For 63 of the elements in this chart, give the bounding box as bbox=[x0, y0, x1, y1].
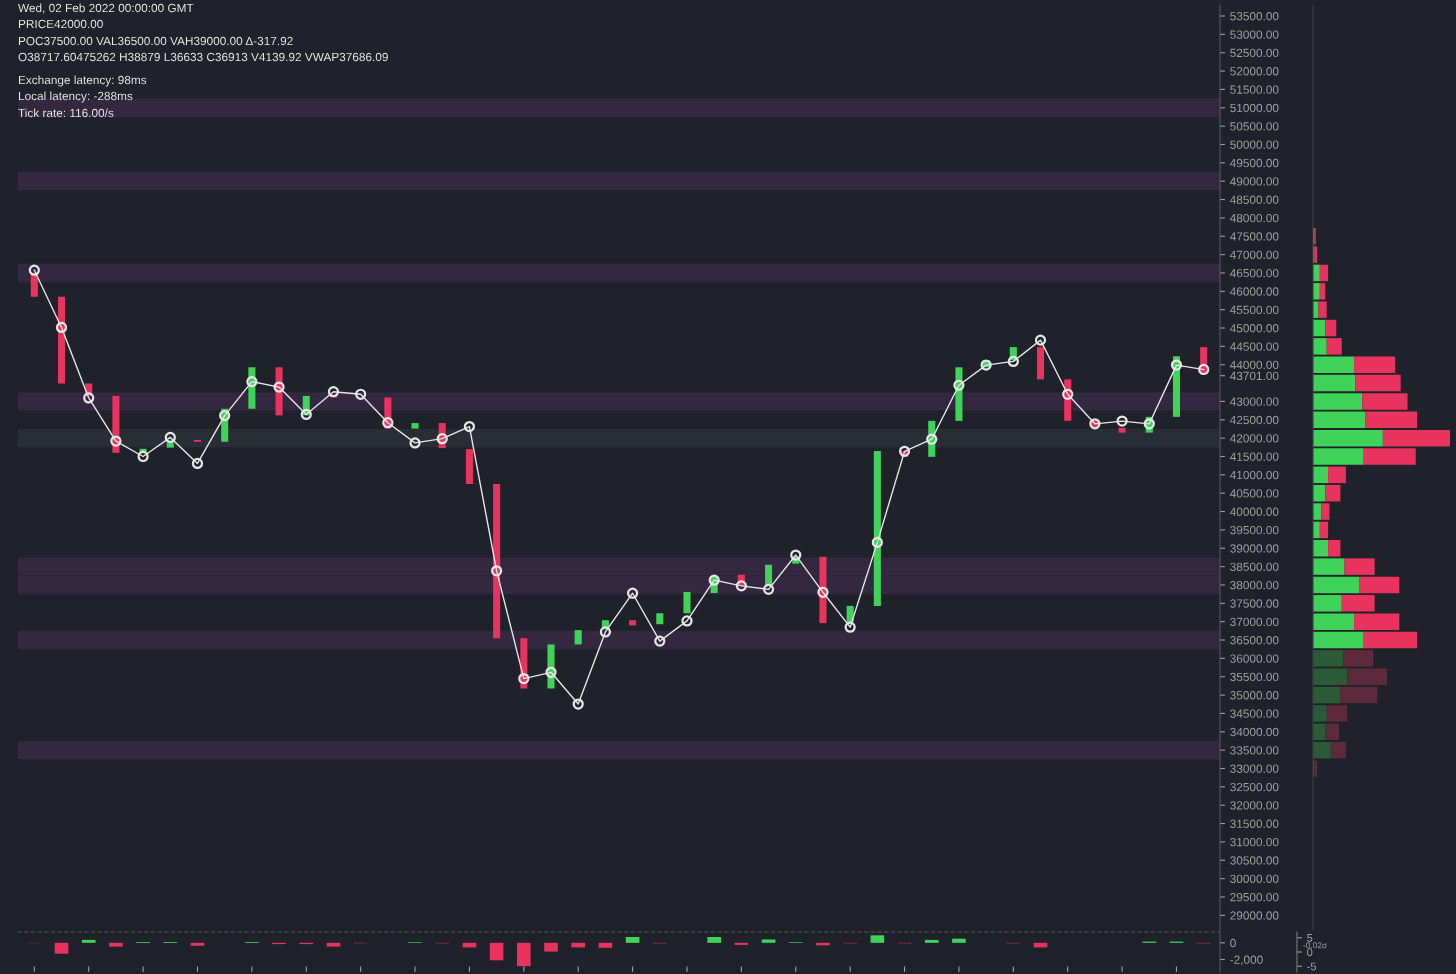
y-tick-label: 53500.00 bbox=[1230, 12, 1279, 21]
y-tick-label: 30000.00 bbox=[1230, 874, 1279, 884]
y-tick-label: 34000.00 bbox=[1230, 727, 1279, 737]
text: -0.02σ bbox=[1303, 942, 1328, 949]
y-tick-label: 39500.00 bbox=[1230, 525, 1279, 535]
y-tick-label: 35500.00 bbox=[1230, 672, 1279, 682]
y-tick-label: 48500.00 bbox=[1229, 195, 1279, 204]
y-tick-label: 39000.00 bbox=[1230, 544, 1279, 553]
y-tick-label: 52000.00 bbox=[1230, 67, 1279, 76]
y-tick-label: 51500.00 bbox=[1230, 85, 1279, 94]
y-tick-label: 36500.00 bbox=[1230, 636, 1279, 645]
y-tick-label: 32000.00 bbox=[1230, 801, 1279, 810]
y-tick-label: 38000.00 bbox=[1230, 580, 1279, 590]
y-tick-label: 51000.00 bbox=[1230, 103, 1279, 113]
y-tick-label: 50000.00 bbox=[1230, 140, 1279, 149]
y-tick-label: 40500.00 bbox=[1229, 489, 1279, 498]
y-tick-label: 36000.00 bbox=[1230, 654, 1279, 663]
y-tick-label: 46000.00 bbox=[1229, 287, 1279, 296]
y-tick-label: 49000.00 bbox=[1229, 177, 1279, 186]
y-tick-label: 0 bbox=[1230, 938, 1236, 948]
y-tick-label: 49500.00 bbox=[1229, 158, 1279, 168]
y-tick-label: 46500.00 bbox=[1229, 268, 1279, 278]
annotation: Exchange latency: 98ms bbox=[18, 75, 147, 87]
y-tick-label: 37000.00 bbox=[1230, 617, 1279, 627]
y-tick-label: 43000.00 bbox=[1229, 397, 1279, 406]
y-tick-label: 38500.00 bbox=[1230, 562, 1279, 571]
annotation: Tick rate: 116.00/s bbox=[18, 108, 114, 118]
y-tick-label: 47500.00 bbox=[1229, 232, 1279, 241]
y2-tick-label: -5 bbox=[1307, 962, 1317, 971]
y-tick-label: 44500.00 bbox=[1229, 342, 1279, 351]
y-tick-label: 44000.00 bbox=[1229, 360, 1279, 370]
y-tick-label: -2,000 bbox=[1230, 955, 1263, 966]
y2-tick-label: 0 bbox=[1307, 948, 1313, 957]
y-tick-label: 47000.00 bbox=[1229, 250, 1279, 259]
annotation: Local latency: -288ms bbox=[18, 91, 133, 103]
y-tick-label: 52500.00 bbox=[1230, 48, 1279, 58]
chart-title: Wed, 02 Feb 2022 00:00:00 GMT bbox=[18, 3, 194, 14]
y-tick-label: 32500.00 bbox=[1230, 782, 1279, 792]
y-tick-label: 37500.00 bbox=[1230, 599, 1279, 608]
annotation: PRICE42000.00 bbox=[18, 19, 103, 29]
y-tick-label: 41500.00 bbox=[1229, 452, 1279, 461]
y-tick-label: 31000.00 bbox=[1230, 837, 1279, 847]
y-tick-label: 50500.00 bbox=[1230, 122, 1279, 131]
y-tick-label: 45500.00 bbox=[1229, 305, 1279, 315]
y-tick-label: 53000.00 bbox=[1230, 30, 1279, 39]
y-tick-label: 30500.00 bbox=[1230, 856, 1279, 865]
y-tick-label: 29500.00 bbox=[1230, 893, 1279, 902]
y-tick-label: 45000.00 bbox=[1229, 324, 1279, 333]
y-tick-label: 34500.00 bbox=[1230, 709, 1279, 718]
y-tick-label: 35000.00 bbox=[1230, 691, 1279, 700]
y-tick-label: 42000.00 bbox=[1229, 434, 1279, 443]
y-tick-label: 33000.00 bbox=[1230, 764, 1279, 773]
y-tick-label: 40000.00 bbox=[1229, 507, 1279, 516]
y-tick-label: 41000.00 bbox=[1229, 470, 1279, 480]
annotation: O38717.60475262 H38879 L36633 C36913 V4139.92 VWAP37686.09 bbox=[18, 52, 388, 62]
y2-tick-label: 5 bbox=[1307, 934, 1313, 942]
y-tick-label: 43701.00 bbox=[1229, 371, 1279, 381]
y-tick-label: 29000.00 bbox=[1230, 911, 1279, 920]
y-tick-label: 48000.00 bbox=[1229, 213, 1279, 223]
y-tick-label: 42500.00 bbox=[1229, 415, 1279, 425]
y-tick-label: 31500.00 bbox=[1230, 819, 1279, 828]
y-tick-label: 33500.00 bbox=[1230, 746, 1279, 755]
annotation: POC37500.00 VAL36500.00 VAH39000.00 Δ-317.92 bbox=[18, 36, 293, 46]
